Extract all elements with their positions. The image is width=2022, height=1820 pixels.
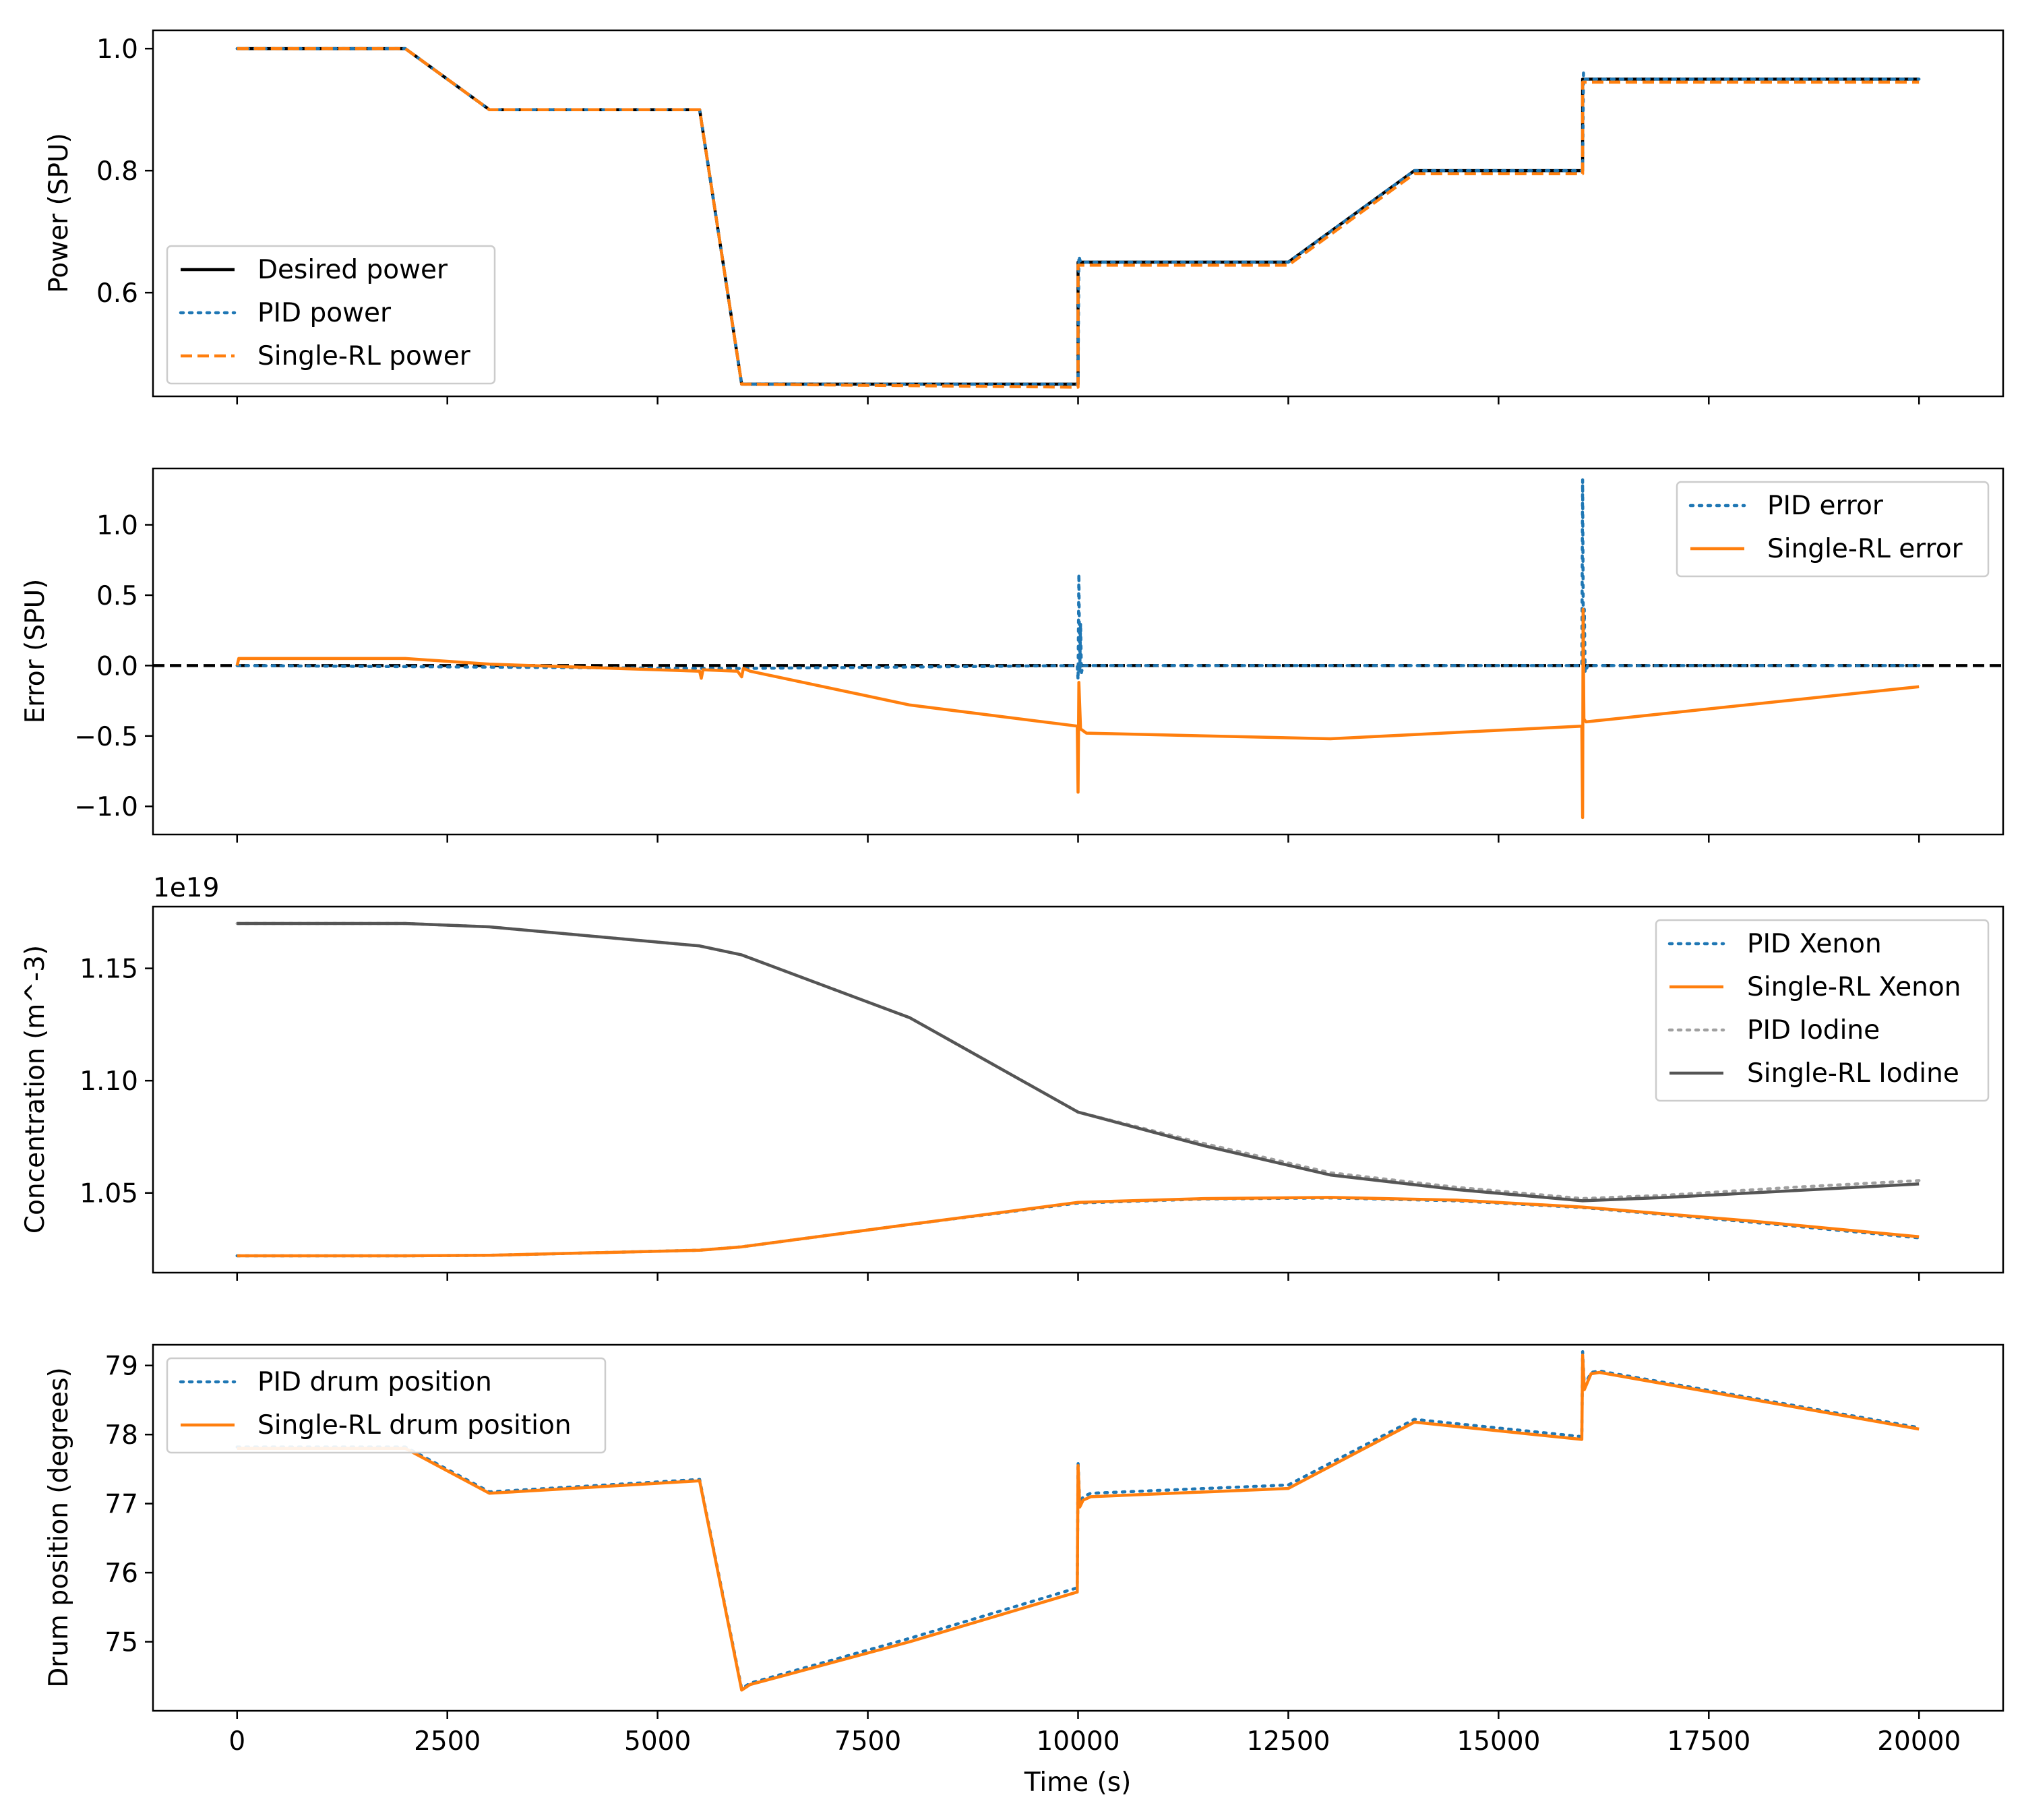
legend-label-single-rl-error: Single-RL error [1767,534,1963,564]
power-panel: 0.6 0.8 1.0 Power (SPU) Desired power PID … [44,29,2004,404]
legend-label-single-rl-drum-position: Single-RL drum position [257,1410,572,1440]
power-ytick-label: 1.0 [96,34,138,65]
concentration-series-line-3 [237,921,1920,1203]
drum-ytick-label: 79 [104,1352,138,1382]
error-ytick-label: −0.5 [74,722,138,752]
drum-ytick-label: 78 [104,1420,138,1451]
concentration-ticks: 1.05 1.10 1.15 [80,954,1920,1281]
power-ytick-label: 0.6 [96,278,138,309]
error-ytick-label: 1.0 [96,511,138,541]
xtick-label: 20000 [1877,1726,1961,1757]
legend-label-single-rl-iodine: Single-RL Iodine [1747,1058,1959,1089]
error-legend-box [1676,481,1990,578]
concentration-ylabel: Concentration (m^-3) [20,945,51,1234]
legend-label-single-rl-power: Single-RL power [257,341,471,371]
power-ytick-label: 0.8 [96,156,138,187]
legend-label-pid-drum-position: PID drum position [257,1367,492,1397]
drum-ytick-label: 77 [104,1490,138,1520]
power-ticks: 0.6 0.8 1.0 [96,34,1920,404]
drum-ytick-label: 75 [104,1628,138,1658]
legend-label-pid-xenon: PID Xenon [1747,929,1882,959]
error-ticks: −1.0 −0.5 0.0 0.5 1.0 [74,511,1920,843]
xtick-label: 0 [228,1726,245,1757]
power-legend: Desired power PID power Single-RL power [166,245,496,385]
drum-series-line-1 [237,1354,1920,1692]
error-panel: −1.0 −0.5 0.0 0.5 1.0 Error (SPU) PID error … [20,467,2004,843]
xtick-label: 12500 [1246,1726,1330,1757]
concentration-ytick-label: 1.05 [80,1179,138,1209]
drum-legend: PID drum position Single-RL drum positio… [166,1357,607,1454]
drum-ytick-label: 76 [104,1558,138,1589]
concentration-ytick-label: 1.15 [80,954,138,985]
power-ylabel: Power (SPU) [44,133,74,293]
concentration-series-line-2 [235,921,1921,1201]
error-ytick-label: 0.0 [96,651,138,681]
power-series-layer [235,47,1921,389]
error-ytick-label: −1.0 [74,792,138,822]
concentration-series-line-1 [237,1196,1920,1258]
xtick-label: 5000 [624,1726,691,1757]
xtick-label: 2500 [414,1726,481,1757]
drum-ticks: 75 76 77 78 79 0 2500 5000 7500 10000 12500 15000 17… [104,1352,1961,1757]
concentration-series-layer [235,921,1921,1258]
concentration-legend: PID Xenon Single-RL Xenon PID Iodine Sin… [1655,919,1990,1102]
drum-panel: 75 76 77 78 79 0 2500 5000 7500 10000 12500 15000 17… [44,1343,2004,1798]
concentration-legend-box [1655,919,1990,1102]
legend-label-pid-iodine: PID Iodine [1747,1015,1880,1045]
concentration-panel: 1.05 1.10 1.15 1e19 Concentration (m^-3) P… [20,873,2004,1281]
concentration-ytick-label: 1.10 [80,1066,138,1097]
drum-legend-box [166,1357,607,1454]
drum-series-layer [235,1349,1921,1692]
xtick-label: 15000 [1457,1726,1540,1757]
concentration-offset-text: 1e19 [153,873,219,903]
error-legend: PID error Single-RL error [1676,481,1990,578]
legend-label-desired-power: Desired power [257,255,448,285]
error-ytick-label: 0.5 [96,581,138,611]
xtick-label: 17500 [1667,1726,1750,1757]
error-series-line-1 [235,607,1920,820]
legend-label-single-rl-xenon: Single-RL Xenon [1747,972,1961,1002]
xtick-label: 7500 [834,1726,901,1757]
time-xlabel: Time (s) [1024,1767,1132,1798]
drum-ylabel: Drum position (degrees) [44,1367,74,1687]
power-legend-box [166,245,496,385]
error-series-layer [153,478,2003,820]
legend-label-pid-error: PID error [1767,491,1884,521]
error-ylabel: Error (SPU) [20,579,51,724]
legend-label-pid-power: PID power [257,298,392,328]
xtick-label: 10000 [1036,1726,1120,1757]
power-series-line-2 [237,47,1920,389]
